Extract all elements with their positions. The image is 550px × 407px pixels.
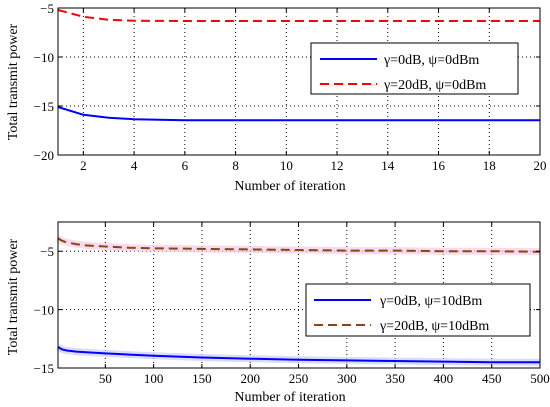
subplot-top: Total transmit power Number of iteration… xyxy=(6,1,547,194)
subplot-bottom-xtick-label-9: 500 xyxy=(530,371,550,386)
subplot-bottom-ytick-label-1: −10 xyxy=(34,303,54,318)
subplot-top-series-1-line xyxy=(57,9,540,22)
subplot-top-ylabel: Total transmit power xyxy=(6,23,21,140)
subplot-bottom-xtick-label-1: 100 xyxy=(144,371,164,386)
subplot-bottom-legend-box xyxy=(305,283,531,337)
subplot-top-ytick-label-1: −15 xyxy=(34,99,54,114)
subplot-top-ytick-label-3: −5 xyxy=(40,1,54,16)
subplot-bottom-ytick-label-2: −5 xyxy=(40,244,54,259)
subplot-top-xtick-label-1: 4 xyxy=(131,158,138,173)
subplot-top-xlabel: Number of iteration xyxy=(234,179,345,194)
subplot-bottom-xtick-label-7: 400 xyxy=(434,371,454,386)
subplot-bottom-ytick-label-0: −15 xyxy=(34,361,54,376)
subplot-bottom-series-0-line xyxy=(57,346,540,364)
subplot-top-xtick-label-4: 10 xyxy=(280,158,293,173)
subplot-bottom: Total transmit power Number of iteration… xyxy=(6,221,550,405)
subplot-bottom-ylabel: Total transmit power xyxy=(6,238,21,355)
subplot-top-ytick-label-2: −10 xyxy=(34,50,54,65)
subplot-bottom-xtick-label-0: 50 xyxy=(99,371,112,386)
subplot-top-legend-label-1: γ=20dB, ψ=0dBm xyxy=(383,78,486,93)
subplot-top-xtick-label-0: 2 xyxy=(80,158,87,173)
subplot-top-legend-box xyxy=(310,42,519,95)
subplot-bottom-xtick-label-4: 250 xyxy=(289,371,309,386)
subplot-bottom-series-1-line xyxy=(57,237,541,253)
subplot-bottom-legend-label-1: γ=20dB, ψ=10dBm xyxy=(379,319,489,334)
subplot-bottom-xtick-label-3: 200 xyxy=(240,371,260,386)
subplot-bottom-xtick-label-2: 150 xyxy=(192,371,212,386)
subplot-bottom-legend: γ=0dB, ψ=10dBm γ=20dB, ψ=10dBm xyxy=(305,283,531,337)
subplot-top-xtick-label-6: 14 xyxy=(381,158,395,173)
subplot-bottom-xtick-label-6: 350 xyxy=(385,371,405,386)
subplot-bottom-xlabel: Number of iteration xyxy=(234,390,345,405)
subplot-top-xtick-label-8: 18 xyxy=(483,158,496,173)
subplot-bottom-xtick-label-8: 450 xyxy=(482,371,502,386)
subplot-top-ytick-label-0: −20 xyxy=(34,148,54,163)
subplot-bottom-legend-label-0: γ=0dB, ψ=10dBm xyxy=(379,294,482,309)
subplot-top-xtick-label-9: 20 xyxy=(534,158,547,173)
subplot-top-frame xyxy=(57,7,541,156)
subplot-bottom-xtick-label-5: 300 xyxy=(337,371,357,386)
subplot-top-series-0-line xyxy=(57,106,540,122)
subplot-top-legend-label-0: γ=0dB, ψ=0dBm xyxy=(383,53,479,68)
subplot-top-xtick-label-5: 12 xyxy=(331,158,344,173)
subplot-top-legend: γ=0dB, ψ=0dBm γ=20dB, ψ=0dBm xyxy=(310,42,519,95)
subplot-top-xtick-label-3: 8 xyxy=(232,158,239,173)
subplot-top-xtick-label-2: 6 xyxy=(182,158,189,173)
subplot-top-xtick-label-7: 16 xyxy=(432,158,446,173)
